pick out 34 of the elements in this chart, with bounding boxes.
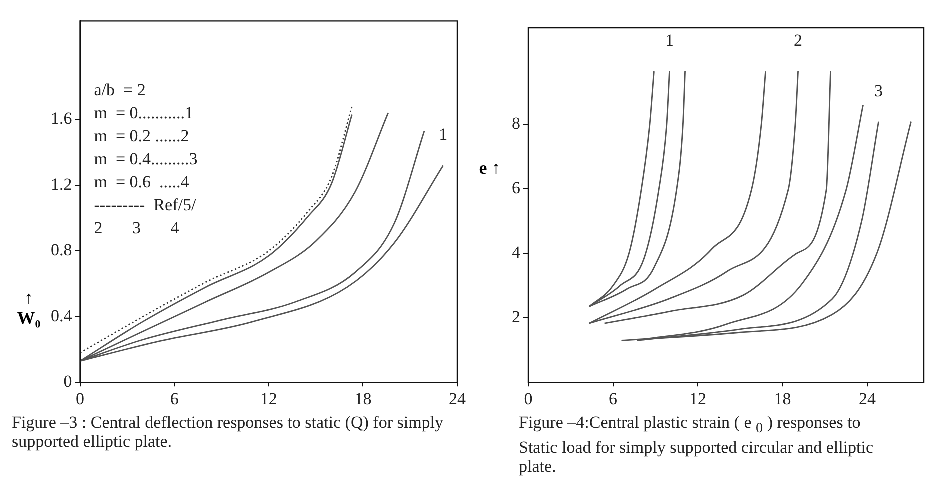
- x-tick-label: 0: [524, 389, 533, 408]
- y-tick-label: 6: [512, 178, 520, 198]
- y-axis-title: e ↑: [478, 158, 502, 178]
- y-tick-label: 0: [64, 372, 72, 392]
- annotation: m = 0.6 .....4: [94, 172, 190, 192]
- x-tick-label: 6: [170, 389, 179, 408]
- y-tick-label: 2: [512, 308, 520, 327]
- y-tick-label: 1.6: [51, 109, 72, 128]
- annotation: m = 0...........1: [94, 104, 194, 123]
- y-tick-label: 0.4: [51, 306, 73, 326]
- x-tick-label: 24: [449, 389, 466, 408]
- y-tick-label: 4: [512, 243, 521, 262]
- x-tick-label: 18: [774, 389, 792, 408]
- y-tick-label: 1.2: [51, 174, 72, 194]
- annotation: --------- Ref/5/: [94, 196, 196, 215]
- series-label: 3: [874, 81, 884, 100]
- series-label: 1: [666, 30, 674, 50]
- x-tick-label: 12: [260, 389, 278, 408]
- x-tick-label: 12: [690, 389, 706, 408]
- x-tick-label: 18: [354, 389, 372, 408]
- text: Figure –3 : Central deflection responses to static (Q) for simply supported elliptic plate.: [11, 413, 445, 451]
- y-tick-label: 8: [512, 114, 520, 134]
- annotation: m = 0.4.........3: [94, 150, 198, 169]
- x-tick-label: 0: [76, 389, 84, 408]
- x-tick-label: 6: [609, 389, 618, 408]
- x-tick-label: 24: [859, 389, 876, 408]
- annotation: a/b = 2: [94, 80, 146, 100]
- series-label: 1: [439, 125, 448, 144]
- y-tick-label: 0.8: [51, 240, 72, 260]
- y-axis-title: ↑ W₀: [16, 288, 42, 328]
- annotation: m = 0.2 ......2: [94, 126, 190, 146]
- series-label: 2: [794, 30, 803, 50]
- text: Figure –4:Central plastic strain ( e $_{0}$ ) responses to Static load for simply supported circular and elliptic plate.: [518, 413, 875, 476]
- annotation: 2 3 4: [94, 218, 180, 238]
